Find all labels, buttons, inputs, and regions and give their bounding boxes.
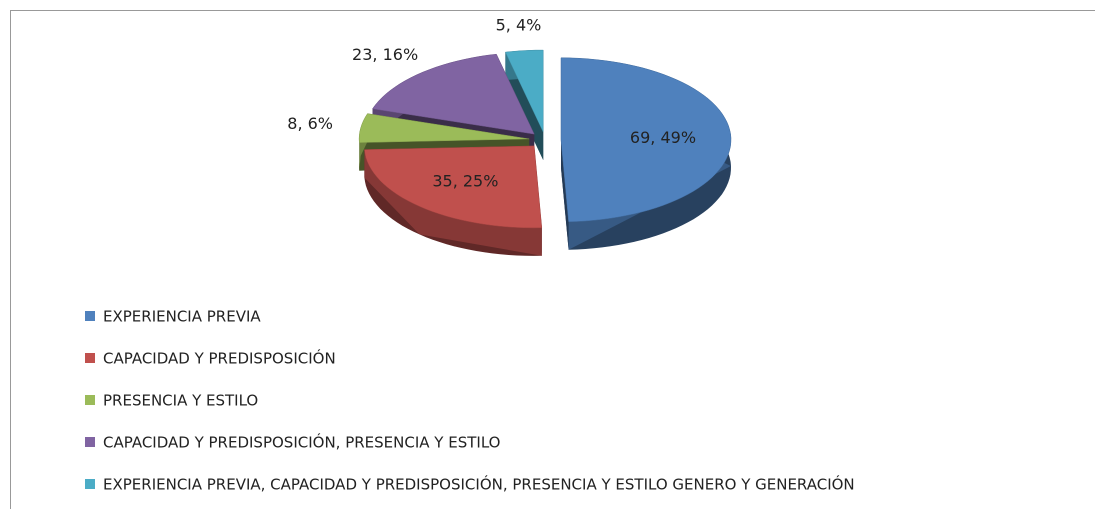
legend-label: CAPACIDAD Y PREDISPOSICIÓN: [103, 349, 336, 368]
legend-label: PRESENCIA Y ESTILO: [103, 392, 258, 410]
slice: [505, 49, 544, 133]
slice-side: [560, 139, 569, 250]
slice: [372, 53, 535, 135]
data-label: 23, 16%: [352, 45, 418, 64]
slice: [560, 57, 732, 222]
legend-label: CAPACIDAD Y PREDISPOSICIÓN, PRESENCIA Y …: [103, 433, 500, 452]
slice: [358, 113, 530, 143]
slice-wall: [364, 149, 542, 256]
legend-swatch: [85, 437, 95, 447]
slice: [364, 145, 543, 229]
data-label: 69, 49%: [630, 128, 696, 147]
legend-swatch: [85, 395, 95, 405]
legend-label: EXPERIENCIA PREVIA, CAPACIDAD Y PREDISPO…: [103, 475, 855, 494]
legend-swatch: [85, 353, 95, 363]
chart-border: [10, 10, 1095, 509]
legend-swatch: [85, 479, 95, 489]
legend-label: EXPERIENCIA PREVIA: [103, 308, 261, 326]
data-label: 5, 4%: [496, 16, 542, 35]
legend-swatch: [85, 311, 95, 321]
data-label: 35, 25%: [432, 172, 498, 191]
data-label: 8, 6%: [287, 114, 333, 133]
